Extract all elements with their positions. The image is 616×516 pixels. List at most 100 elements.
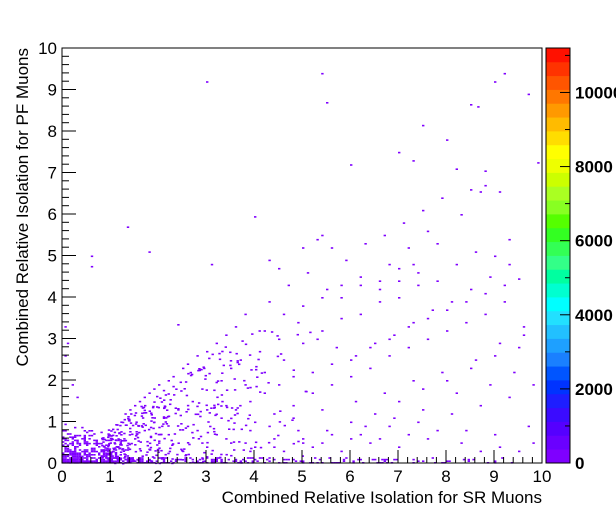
density-bin bbox=[206, 431, 210, 434]
data-point bbox=[249, 429, 252, 432]
density-bin bbox=[218, 352, 221, 355]
density-bin bbox=[149, 460, 153, 462]
density-bin bbox=[110, 451, 113, 453]
density-bin bbox=[95, 441, 98, 443]
data-point bbox=[494, 433, 497, 436]
density-bin bbox=[175, 388, 178, 390]
density-bin bbox=[124, 458, 127, 461]
density-bin bbox=[66, 433, 70, 435]
density-bin bbox=[130, 413, 133, 415]
density-bin bbox=[239, 404, 242, 407]
density-bin bbox=[101, 456, 104, 459]
density-bin bbox=[171, 458, 174, 460]
data-point bbox=[489, 276, 492, 278]
density-bin bbox=[93, 457, 96, 459]
density-bin bbox=[78, 454, 82, 456]
density-bin bbox=[187, 372, 190, 375]
y-tick-label: 0 bbox=[48, 454, 57, 473]
density-bin bbox=[176, 453, 179, 456]
density-bin bbox=[107, 444, 110, 446]
density-bin bbox=[184, 427, 188, 429]
density-bin bbox=[174, 407, 177, 409]
density-bin bbox=[119, 441, 122, 443]
density-bin bbox=[132, 459, 135, 462]
data-point bbox=[364, 243, 367, 245]
density-bin bbox=[90, 454, 94, 456]
data-point bbox=[321, 442, 324, 444]
density-bin bbox=[113, 443, 117, 445]
density-bin bbox=[86, 441, 89, 443]
density-bin bbox=[101, 444, 104, 447]
density-bin bbox=[177, 408, 180, 410]
data-point bbox=[474, 359, 478, 361]
density-bin bbox=[163, 437, 166, 440]
density-bin bbox=[191, 461, 195, 463]
color-scale-segment bbox=[546, 310, 570, 326]
data-point bbox=[330, 384, 334, 386]
density-bin bbox=[213, 433, 217, 435]
density-bin bbox=[147, 428, 151, 431]
color-scale-segment bbox=[546, 297, 570, 312]
density-bin bbox=[93, 449, 96, 451]
data-point bbox=[484, 292, 487, 295]
density-bin bbox=[110, 435, 113, 437]
density-bin bbox=[212, 427, 216, 430]
data-point bbox=[158, 442, 161, 444]
density-bin bbox=[232, 441, 236, 443]
density-bin bbox=[203, 460, 206, 462]
density-bin bbox=[149, 426, 153, 429]
data-point bbox=[273, 438, 276, 440]
density-bin bbox=[221, 372, 224, 374]
color-scale-segment bbox=[546, 324, 570, 339]
density-bin bbox=[136, 436, 140, 439]
density-bin bbox=[220, 453, 223, 456]
density-bin bbox=[64, 449, 67, 451]
density-bin bbox=[74, 460, 77, 462]
data-point bbox=[446, 380, 449, 382]
density-bin bbox=[164, 453, 167, 456]
density-bin bbox=[74, 436, 77, 438]
density-bin bbox=[103, 445, 106, 448]
data-point bbox=[359, 276, 362, 278]
color-scale-segment bbox=[546, 283, 570, 298]
density-bin bbox=[215, 458, 218, 461]
density-bin bbox=[110, 458, 113, 461]
density-bin bbox=[74, 455, 77, 458]
density-bin bbox=[64, 439, 67, 442]
density-bin bbox=[88, 460, 91, 462]
density-bin bbox=[153, 457, 156, 459]
data-point bbox=[508, 263, 511, 266]
density-bin bbox=[76, 454, 79, 456]
density-bin bbox=[64, 423, 67, 426]
y-tick-label: 4 bbox=[48, 288, 57, 307]
density-bin bbox=[201, 457, 204, 459]
density-bin bbox=[220, 460, 223, 462]
density-bin bbox=[71, 450, 74, 453]
density-bin bbox=[218, 358, 222, 361]
density-bin bbox=[472, 458, 475, 461]
density-bin bbox=[158, 440, 161, 442]
density-bin bbox=[297, 440, 300, 443]
density-bin bbox=[285, 458, 288, 461]
color-scale-segment bbox=[546, 435, 570, 450]
density-bin bbox=[213, 404, 216, 407]
density-bin bbox=[151, 417, 154, 419]
density-bin bbox=[86, 457, 89, 459]
y-tick-label: 2 bbox=[48, 371, 57, 390]
density-bin bbox=[108, 442, 111, 445]
density-bin bbox=[294, 460, 298, 462]
density-bin bbox=[76, 458, 79, 461]
density-bin bbox=[115, 446, 118, 448]
data-point bbox=[378, 438, 382, 440]
density-bin bbox=[98, 454, 101, 456]
data-point bbox=[340, 317, 343, 320]
density-bin bbox=[172, 385, 175, 388]
data-point bbox=[503, 301, 506, 303]
data-point bbox=[263, 330, 266, 332]
data-point bbox=[254, 421, 257, 424]
density-bin bbox=[328, 457, 331, 459]
density-bin bbox=[124, 439, 128, 442]
data-point bbox=[388, 355, 391, 357]
density-bin bbox=[180, 423, 183, 425]
density-bin bbox=[105, 439, 108, 442]
